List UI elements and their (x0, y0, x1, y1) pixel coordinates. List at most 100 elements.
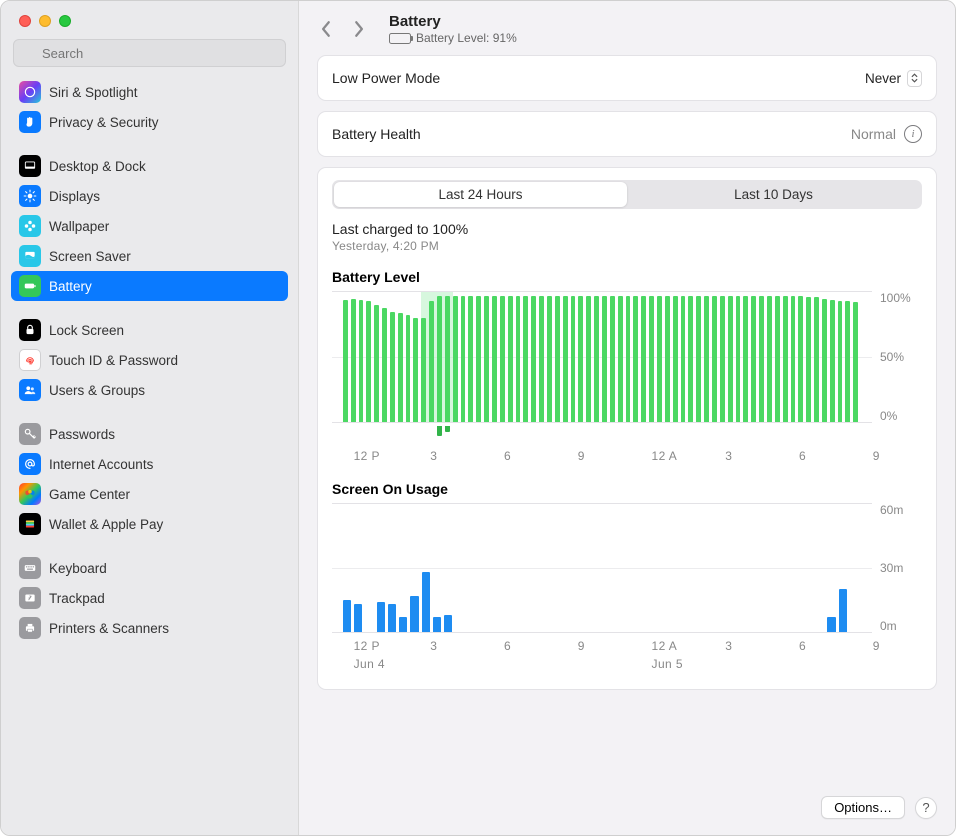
help-button[interactable]: ? (915, 797, 937, 819)
battery-health-info-icon[interactable]: i (904, 125, 922, 143)
footer: Options… ? (299, 786, 955, 835)
battery-level-bar (351, 299, 356, 423)
battery-level-bar (853, 302, 858, 422)
sidebar-item-label: Desktop & Dock (49, 159, 146, 174)
battery-level-bar (626, 296, 631, 422)
forward-button[interactable] (345, 14, 371, 44)
screen-on-usage-bar (354, 604, 362, 632)
sidebar-item-privacy-security[interactable]: Privacy & Security (11, 107, 288, 137)
sidebar: Siri & Spotlight Privacy & Security Deskto… (1, 1, 299, 835)
sidebar-item-printers-scanners[interactable]: Printers & Scanners (11, 613, 288, 643)
screen-on-usage-bar (444, 615, 452, 632)
sidebar-item-label: Wallpaper (49, 219, 109, 234)
battery-level-bar (359, 300, 364, 422)
battery-level-bar (571, 296, 576, 422)
screen-on-usage-bar (422, 572, 430, 632)
battery-level-bar (461, 296, 466, 422)
back-button[interactable] (313, 14, 339, 44)
screen-on-usage-chart-title: Screen On Usage (332, 481, 922, 497)
sidebar-item-passwords[interactable]: Passwords (11, 419, 288, 449)
search-input[interactable] (13, 39, 286, 67)
battery-level-bar (688, 296, 693, 422)
sidebar-item-label: Keyboard (49, 561, 107, 576)
battery-level-bar (382, 308, 387, 422)
sidebar-item-touch-id-password[interactable]: Touch ID & Password (11, 345, 288, 375)
battery-level-bar (751, 296, 756, 422)
battery-level-bar (421, 318, 426, 422)
battery-health-value: Normal (851, 126, 896, 142)
key-icon (19, 423, 41, 445)
battery-level-bar (406, 315, 411, 422)
sidebar-item-siri-spotlight[interactable]: Siri & Spotlight (11, 77, 288, 107)
battery-level-bar (602, 296, 607, 422)
battery-health-row: Battery Health Normal i (317, 111, 937, 157)
battery-level-bar (736, 296, 741, 422)
battery-level-bar (516, 296, 521, 422)
select-chevrons-icon (907, 70, 922, 87)
header-title-block: Battery Battery Level: 91% (389, 13, 517, 45)
sidebar-item-screen-saver[interactable]: Screen Saver (11, 241, 288, 271)
battery-level-bar (618, 296, 623, 422)
sidebar-item-label: Game Center (49, 487, 130, 502)
battery-level-chart: 100%50%0% (332, 291, 922, 423)
time-range-segmented: Last 24 Hours Last 10 Days (332, 180, 922, 209)
battery-level-bar (649, 296, 654, 422)
sidebar-item-users-groups[interactable]: Users & Groups (11, 375, 288, 405)
battery-level-bar (641, 296, 646, 422)
battery-level-bar (343, 300, 348, 422)
battery-level-bar (759, 296, 764, 422)
battery-level-bar (775, 296, 780, 422)
sidebar-item-label: Internet Accounts (49, 457, 153, 472)
battery-level-bar (500, 296, 505, 422)
sidebar-item-desktop-dock[interactable]: Desktop & Dock (11, 151, 288, 181)
close-window-button[interactable] (19, 15, 31, 27)
minimize-window-button[interactable] (39, 15, 51, 27)
sidebar-item-battery[interactable]: Battery (11, 271, 288, 301)
battery-level-bar (539, 296, 544, 422)
battery-level-x-axis: 12 P36912 A369 (332, 449, 922, 463)
battery-level-bar (681, 296, 686, 422)
last-charged-title: Last charged to 100% (332, 221, 922, 237)
options-button[interactable]: Options… (821, 796, 905, 819)
battery-level-bar (814, 297, 819, 422)
sidebar-item-wallet-apple-pay[interactable]: Wallet & Apple Pay (11, 509, 288, 539)
system-settings-window: Siri & Spotlight Privacy & Security Deskto… (0, 0, 956, 836)
screen-on-usage-bar (827, 617, 835, 632)
sidebar-item-lock-screen[interactable]: Lock Screen (11, 315, 288, 345)
battery-mini-icon (389, 33, 411, 44)
sidebar-item-internet-accounts[interactable]: Internet Accounts (11, 449, 288, 479)
battery-icon (19, 275, 41, 297)
sidebar-item-label: Screen Saver (49, 249, 131, 264)
sidebar-item-keyboard[interactable]: Keyboard (11, 553, 288, 583)
battery-level-chart-title: Battery Level (332, 269, 922, 285)
battery-level-chart-area (332, 291, 872, 423)
sidebar-item-label: Siri & Spotlight (49, 85, 138, 100)
battery-level-bar (806, 297, 811, 422)
low-power-mode-select[interactable]: Never (865, 70, 922, 87)
zoom-window-button[interactable] (59, 15, 71, 27)
sidebar-list: Siri & Spotlight Privacy & Security Deskto… (1, 77, 298, 835)
sun-icon (19, 185, 41, 207)
siri-icon (19, 81, 41, 103)
battery-level-bar (720, 296, 725, 422)
battery-level-bar (476, 296, 481, 422)
header-sub: Battery Level: 91% (389, 31, 517, 45)
battery-level-bar (696, 296, 701, 422)
battery-level-bar (783, 296, 788, 422)
battery-level-bar (366, 301, 371, 422)
battery-level-bar (429, 301, 434, 422)
battery-level-bar (492, 296, 497, 422)
battery-level-bar (523, 296, 528, 422)
sidebar-item-game-center[interactable]: Game Center (11, 479, 288, 509)
screen-on-usage-y-axis: 60m30m0m (872, 503, 922, 633)
dock-icon (19, 155, 41, 177)
battery-level-bar (728, 296, 733, 422)
sidebar-item-wallpaper[interactable]: Wallpaper (11, 211, 288, 241)
sidebar-item-trackpad[interactable]: Trackpad (11, 583, 288, 613)
battery-level-bar (830, 300, 835, 422)
sidebar-item-displays[interactable]: Displays (11, 181, 288, 211)
screen-on-usage-bar (433, 617, 441, 632)
tab-last-10-days[interactable]: Last 10 Days (627, 182, 920, 207)
screensaver-icon (19, 245, 41, 267)
tab-last-24-hours[interactable]: Last 24 Hours (334, 182, 627, 207)
